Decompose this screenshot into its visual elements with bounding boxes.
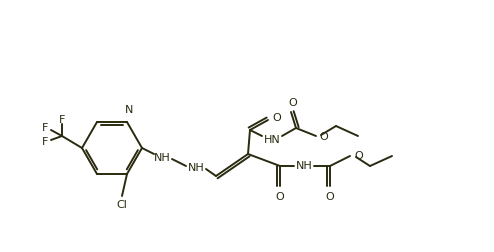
Text: F: F: [42, 137, 48, 147]
Text: NH: NH: [295, 161, 312, 171]
Text: O: O: [319, 132, 328, 142]
Text: HN: HN: [264, 135, 281, 145]
Text: O: O: [276, 192, 285, 202]
Text: Cl: Cl: [117, 200, 127, 210]
Text: O: O: [272, 113, 281, 123]
Text: NH: NH: [188, 163, 205, 173]
Text: F: F: [42, 123, 48, 133]
Text: NH: NH: [154, 153, 170, 163]
Text: O: O: [354, 151, 363, 161]
Text: O: O: [288, 98, 297, 108]
Text: F: F: [59, 115, 65, 125]
Text: O: O: [326, 192, 334, 202]
Text: N: N: [125, 105, 133, 115]
